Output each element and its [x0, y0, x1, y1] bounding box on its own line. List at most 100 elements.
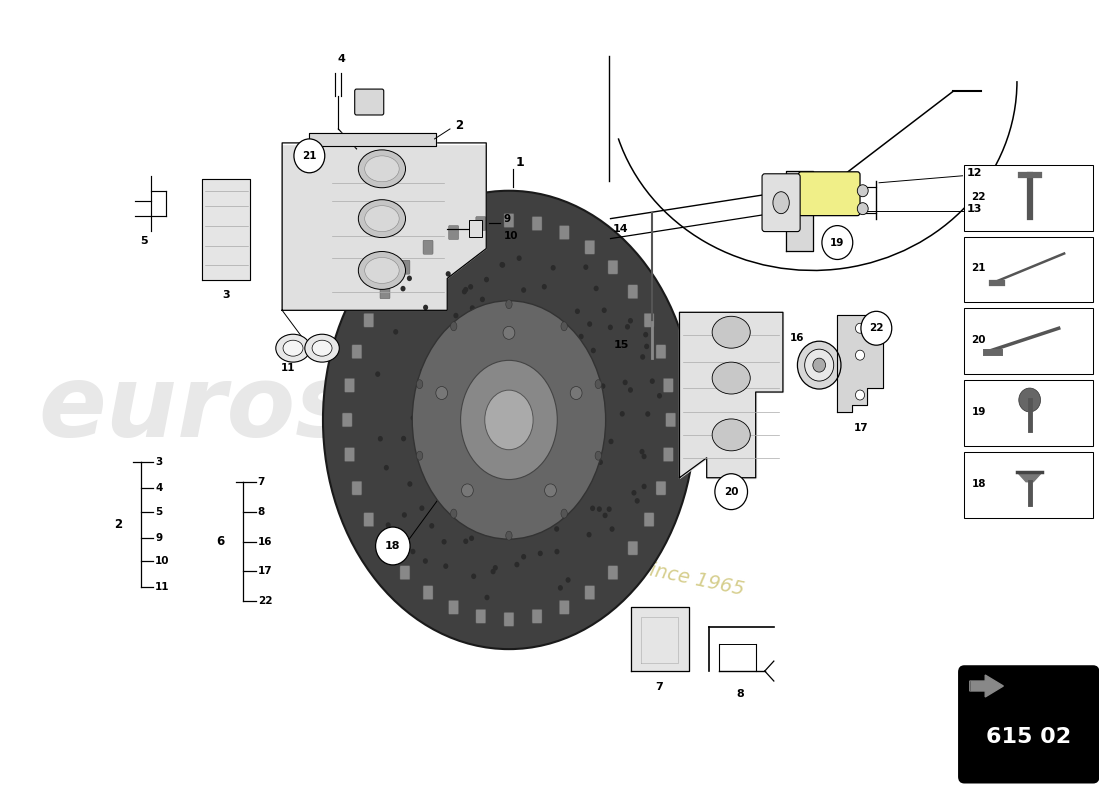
- FancyBboxPatch shape: [342, 413, 352, 427]
- Circle shape: [434, 343, 440, 349]
- Circle shape: [535, 518, 540, 523]
- Circle shape: [400, 286, 406, 291]
- Circle shape: [554, 549, 560, 554]
- Circle shape: [628, 318, 632, 323]
- Circle shape: [420, 369, 425, 374]
- FancyBboxPatch shape: [364, 314, 374, 327]
- Circle shape: [650, 378, 654, 384]
- Ellipse shape: [570, 386, 582, 399]
- Circle shape: [822, 226, 853, 259]
- Text: 7: 7: [656, 682, 663, 692]
- Circle shape: [500, 262, 505, 268]
- FancyBboxPatch shape: [476, 610, 486, 623]
- Text: 2: 2: [455, 119, 463, 133]
- Circle shape: [856, 350, 865, 360]
- Circle shape: [484, 594, 490, 600]
- Circle shape: [585, 402, 591, 407]
- FancyBboxPatch shape: [645, 314, 654, 327]
- FancyBboxPatch shape: [799, 172, 860, 216]
- Text: 10: 10: [504, 230, 518, 241]
- Circle shape: [542, 284, 547, 290]
- Circle shape: [417, 426, 422, 431]
- Circle shape: [640, 354, 646, 360]
- Circle shape: [410, 415, 416, 421]
- Circle shape: [407, 275, 411, 281]
- Polygon shape: [970, 675, 1003, 697]
- Ellipse shape: [506, 531, 513, 540]
- Circle shape: [628, 387, 632, 393]
- Circle shape: [646, 411, 650, 417]
- Circle shape: [446, 271, 451, 277]
- Circle shape: [602, 307, 607, 313]
- Circle shape: [375, 527, 410, 565]
- FancyBboxPatch shape: [965, 380, 1093, 446]
- Circle shape: [443, 482, 449, 488]
- Circle shape: [591, 414, 595, 419]
- Circle shape: [429, 362, 434, 368]
- FancyBboxPatch shape: [364, 513, 374, 526]
- Ellipse shape: [544, 484, 557, 497]
- Ellipse shape: [436, 386, 448, 399]
- Ellipse shape: [461, 360, 558, 479]
- Circle shape: [554, 526, 559, 532]
- Ellipse shape: [595, 451, 602, 460]
- Text: eurospares: eurospares: [39, 362, 671, 458]
- Circle shape: [419, 506, 425, 511]
- Circle shape: [517, 323, 521, 329]
- Text: 19: 19: [830, 238, 845, 247]
- Circle shape: [558, 585, 563, 590]
- FancyBboxPatch shape: [532, 217, 542, 230]
- Circle shape: [594, 286, 598, 291]
- Ellipse shape: [312, 340, 332, 356]
- Ellipse shape: [323, 190, 695, 649]
- Text: 615 02: 615 02: [987, 727, 1071, 747]
- Circle shape: [586, 532, 592, 538]
- FancyBboxPatch shape: [656, 345, 666, 358]
- Circle shape: [491, 329, 495, 334]
- Polygon shape: [309, 133, 437, 146]
- Ellipse shape: [462, 484, 473, 497]
- Circle shape: [480, 297, 485, 302]
- Circle shape: [644, 332, 648, 338]
- FancyBboxPatch shape: [559, 600, 570, 614]
- Text: 10: 10: [155, 557, 169, 566]
- Text: 18: 18: [971, 478, 986, 489]
- FancyBboxPatch shape: [449, 226, 459, 239]
- Circle shape: [641, 484, 647, 490]
- Text: 11: 11: [282, 363, 296, 373]
- Circle shape: [608, 325, 613, 330]
- Ellipse shape: [359, 150, 406, 188]
- Circle shape: [590, 506, 595, 511]
- Circle shape: [463, 538, 469, 544]
- FancyBboxPatch shape: [379, 285, 390, 298]
- Circle shape: [484, 277, 490, 282]
- FancyBboxPatch shape: [666, 413, 675, 427]
- FancyBboxPatch shape: [424, 240, 433, 254]
- Ellipse shape: [712, 362, 750, 394]
- Circle shape: [641, 454, 647, 459]
- Circle shape: [470, 321, 474, 326]
- FancyBboxPatch shape: [476, 217, 486, 230]
- Circle shape: [583, 264, 588, 270]
- Circle shape: [517, 511, 521, 517]
- FancyBboxPatch shape: [504, 214, 514, 227]
- Text: 7: 7: [257, 477, 265, 486]
- Text: 17: 17: [854, 423, 868, 433]
- Ellipse shape: [503, 326, 515, 339]
- Circle shape: [515, 562, 519, 567]
- Circle shape: [606, 506, 612, 512]
- Circle shape: [542, 321, 547, 326]
- Circle shape: [424, 448, 429, 454]
- Text: 2: 2: [114, 518, 122, 531]
- Text: 20: 20: [971, 335, 986, 346]
- Circle shape: [583, 478, 587, 484]
- Text: 8: 8: [257, 506, 265, 517]
- Circle shape: [517, 255, 521, 261]
- Circle shape: [402, 512, 407, 518]
- Polygon shape: [282, 146, 486, 310]
- Circle shape: [581, 361, 585, 366]
- FancyBboxPatch shape: [469, 220, 482, 237]
- Circle shape: [639, 449, 645, 454]
- Text: 15: 15: [614, 340, 629, 350]
- Ellipse shape: [359, 200, 406, 238]
